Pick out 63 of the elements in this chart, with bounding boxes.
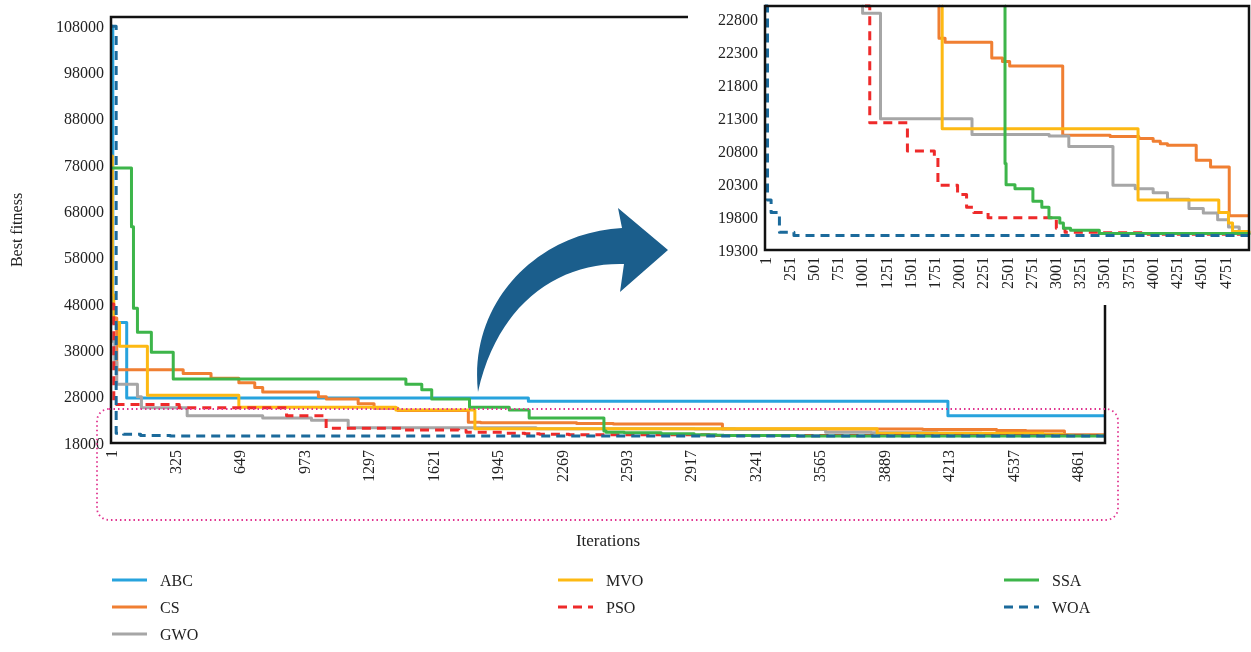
y-tick-label: 21300 xyxy=(718,109,758,127)
y-tick-label: 20800 xyxy=(718,142,758,160)
y-tick-label: 48000 xyxy=(64,295,104,313)
x-tick-label: 3251 xyxy=(1071,257,1089,289)
y-tick-label: 19300 xyxy=(718,241,758,259)
x-tick-label: 2917 xyxy=(682,450,700,482)
x-tick-label: 649 xyxy=(231,450,249,474)
x-tick-label: 2751 xyxy=(1022,257,1040,289)
legend-label: ABC xyxy=(160,571,193,589)
y-tick-label: 18000 xyxy=(64,434,104,452)
y-tick-label: 38000 xyxy=(64,341,104,359)
x-axis-title: Iterations xyxy=(575,531,641,550)
y-tick-label: 20300 xyxy=(718,175,758,193)
y-tick-label: 108000 xyxy=(56,17,104,35)
y-axis-title: Best fitness xyxy=(8,192,25,268)
x-tick-label: 1945 xyxy=(489,450,507,482)
x-tick-label: 1751 xyxy=(926,257,944,289)
x-tick-label: 3889 xyxy=(875,450,893,482)
x-tick-label: 2001 xyxy=(950,257,968,289)
legend-label: WOA xyxy=(1052,598,1091,616)
x-tick-label: 501 xyxy=(805,257,823,281)
x-tick-label: 2593 xyxy=(617,450,635,482)
x-tick-label: 4861 xyxy=(1068,450,1086,482)
y-tick-label: 88000 xyxy=(64,110,104,128)
y-tick-label: 78000 xyxy=(64,156,104,174)
x-tick-label: 3565 xyxy=(811,450,829,482)
x-tick-label: 4251 xyxy=(1168,257,1186,289)
x-tick-label: 2251 xyxy=(974,257,992,289)
x-tick-label: 4001 xyxy=(1143,257,1161,289)
x-tick-label: 3501 xyxy=(1095,257,1113,289)
x-tick-label: 1 xyxy=(756,257,774,265)
x-tick-label: 2501 xyxy=(998,257,1016,289)
legend-label: SSA xyxy=(1052,571,1082,589)
y-tick-label: 28000 xyxy=(64,388,104,406)
legend-label: PSO xyxy=(606,598,636,616)
legend-label: CS xyxy=(160,598,180,616)
x-tick-label: 973 xyxy=(295,450,313,474)
legend-label: GWO xyxy=(160,625,199,643)
x-tick-label: 1501 xyxy=(901,257,919,289)
x-tick-label: 3001 xyxy=(1047,257,1065,289)
y-tick-label: 98000 xyxy=(64,64,104,82)
x-tick-label: 1001 xyxy=(853,257,871,289)
y-tick-label: 21800 xyxy=(718,76,758,94)
x-tick-label: 4537 xyxy=(1004,450,1022,482)
x-tick-label: 751 xyxy=(829,257,847,281)
x-tick-label: 4213 xyxy=(940,450,958,482)
x-tick-label: 3241 xyxy=(746,450,764,482)
x-tick-label: 251 xyxy=(780,257,798,281)
x-tick-label: 325 xyxy=(167,450,185,474)
y-tick-label: 68000 xyxy=(64,203,104,221)
x-tick-label: 1 xyxy=(102,450,120,458)
x-tick-label: 4751 xyxy=(1216,257,1234,289)
y-tick-label: 19800 xyxy=(718,208,758,226)
y-tick-label: 22800 xyxy=(718,10,758,28)
x-tick-label: 4501 xyxy=(1192,257,1210,289)
x-tick-label: 1297 xyxy=(360,450,378,482)
y-tick-label: 58000 xyxy=(64,249,104,267)
x-tick-label: 3751 xyxy=(1119,257,1137,289)
y-tick-label: 22300 xyxy=(718,43,758,61)
x-tick-label: 2269 xyxy=(553,450,571,482)
legend-label: MVO xyxy=(606,571,644,589)
x-tick-label: 1251 xyxy=(877,257,895,289)
x-tick-label: 1621 xyxy=(424,450,442,482)
